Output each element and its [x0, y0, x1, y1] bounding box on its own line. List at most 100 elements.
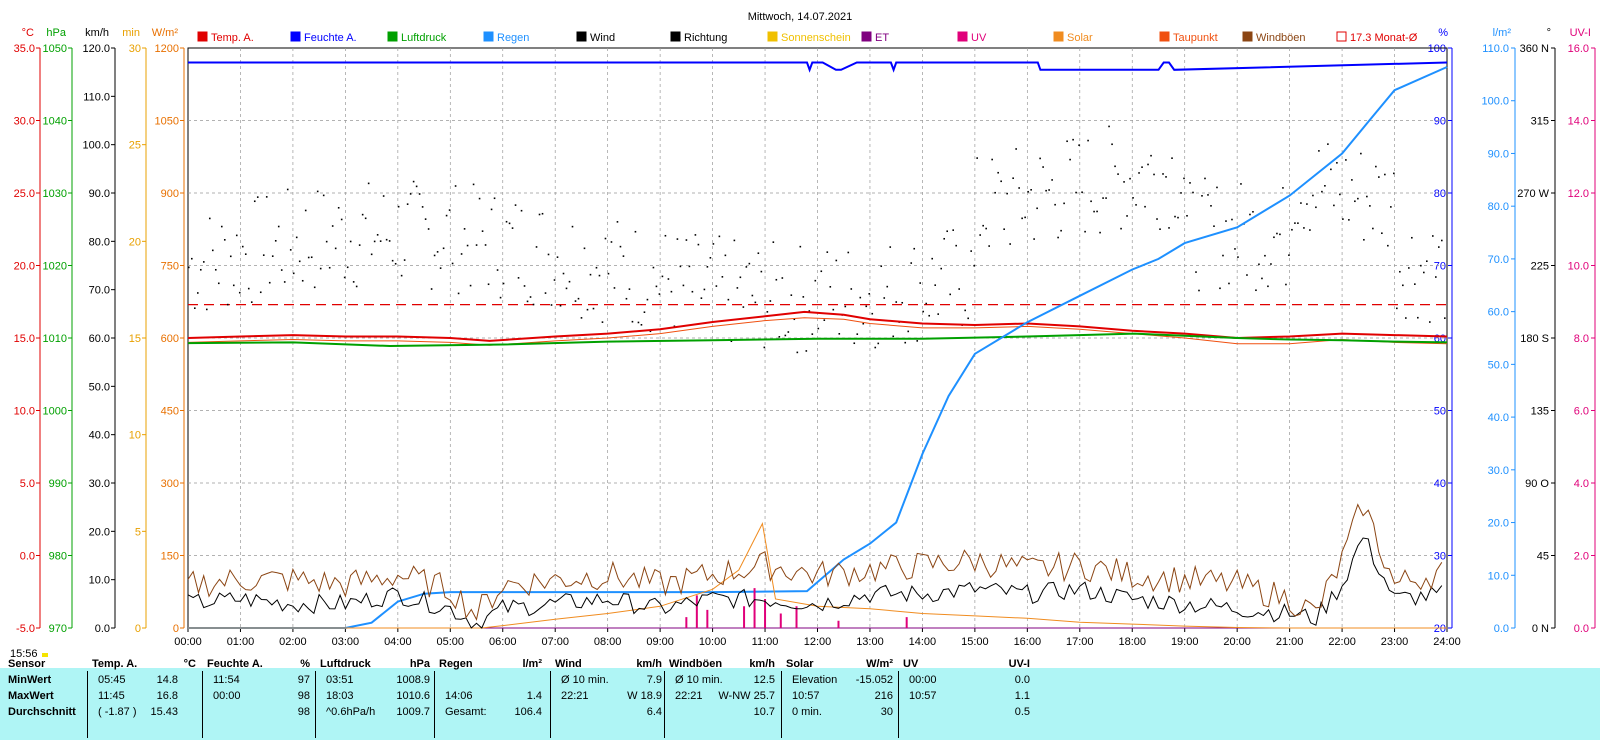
direction-point	[361, 213, 364, 216]
direction-point	[706, 266, 709, 268]
stats-value: 0.5	[1014, 706, 1030, 718]
left-axis-label: 25.0	[14, 188, 35, 200]
direction-point	[823, 319, 826, 321]
direction-point	[901, 301, 904, 304]
right-axis-label: 360 N	[1520, 43, 1549, 55]
series-luftdruck	[187, 332, 1448, 348]
left-axis-label: 1020	[43, 261, 67, 273]
stats-header: Wind	[555, 658, 582, 670]
direction-point	[1321, 190, 1323, 193]
direction-point	[1213, 225, 1215, 227]
direction-point	[865, 305, 868, 308]
x-tick-label: 03:00	[332, 636, 360, 648]
direction-point	[1039, 157, 1041, 160]
x-tick-label: 07:00	[541, 636, 569, 648]
direction-point	[763, 346, 766, 349]
direction-point	[1072, 138, 1074, 141]
direction-point	[1225, 220, 1227, 222]
direction-point	[1168, 227, 1170, 229]
direction-point	[619, 245, 622, 248]
direction-point	[991, 158, 993, 161]
direction-point	[334, 247, 337, 250]
direction-point	[1408, 267, 1410, 269]
stats-row-label: Durchschnitt	[8, 706, 76, 718]
right-axis-label: 90	[1434, 116, 1446, 128]
direction-point	[1012, 177, 1014, 180]
direction-point	[889, 246, 892, 248]
direction-point	[433, 254, 436, 257]
direction-point	[796, 351, 799, 354]
direction-point	[1102, 197, 1104, 199]
stats-separator	[202, 671, 203, 738]
direction-point	[331, 225, 334, 227]
right-axis-label: 90 O	[1525, 478, 1549, 490]
left-axis-label: 1050	[43, 43, 67, 55]
direction-point	[811, 333, 814, 335]
direction-point	[1228, 282, 1230, 285]
direction-point	[1264, 254, 1266, 257]
direction-point	[280, 269, 283, 271]
direction-point	[1381, 232, 1383, 235]
direction-point	[1363, 238, 1365, 241]
direction-point	[580, 317, 583, 319]
direction-point	[544, 292, 547, 294]
direction-point	[196, 292, 199, 294]
left-axis-label: 80.0	[89, 236, 110, 248]
left-axis-label: 750	[161, 261, 179, 273]
direction-point	[235, 234, 238, 237]
direction-point	[673, 325, 676, 328]
right-axis-label: 100	[1428, 43, 1446, 55]
direction-point	[349, 240, 352, 243]
right-axis-label: 40	[1434, 478, 1446, 490]
direction-point	[565, 287, 568, 290]
stats-unit: km/h	[749, 658, 775, 670]
left-axis-label: 990	[49, 478, 67, 490]
direction-point	[232, 284, 235, 287]
left-axis-label: 120.0	[82, 43, 110, 55]
left-axis-label: -5.0	[16, 623, 35, 635]
direction-point	[907, 330, 910, 333]
direction-point	[664, 234, 667, 237]
direction-point	[1078, 144, 1080, 147]
direction-point	[736, 287, 739, 289]
direction-point	[430, 288, 433, 290]
direction-point	[1291, 228, 1293, 231]
direction-point	[265, 196, 268, 198]
left-axis-label: 1000	[43, 406, 67, 418]
direction-point	[1240, 183, 1242, 185]
direction-point	[496, 269, 499, 271]
stats-header: Temp. A.	[92, 658, 138, 670]
direction-point	[1396, 307, 1398, 310]
right-axis-unit: l/m²	[1493, 27, 1512, 39]
direction-point	[877, 342, 880, 345]
direction-point	[751, 294, 754, 297]
left-axis-label: 0	[173, 623, 179, 635]
direction-point	[1330, 168, 1332, 171]
direction-point	[637, 321, 640, 324]
direction-point	[346, 266, 349, 269]
legend-label: Luftdruck	[401, 32, 447, 44]
direction-point	[1246, 274, 1248, 276]
direction-point	[1342, 218, 1344, 220]
stats-value: W-NW 25.7	[718, 690, 775, 702]
stats-value: 12.5	[753, 674, 775, 686]
direction-point	[205, 308, 208, 311]
right-axis-label: 315	[1531, 116, 1549, 128]
series-windb-en	[187, 503, 1443, 621]
stats-time: 11:45	[98, 690, 125, 702]
direction-point	[1210, 205, 1212, 207]
direction-point	[1162, 173, 1164, 175]
direction-point	[1261, 277, 1263, 280]
direction-point	[748, 262, 751, 265]
stats-value: W 18.9	[627, 690, 662, 702]
left-axis-label: 35.0	[14, 43, 35, 55]
direction-point	[958, 288, 960, 290]
direction-point	[886, 285, 889, 288]
direction-point	[298, 260, 301, 263]
direction-point	[964, 309, 966, 312]
right-axis-unit: %	[1438, 27, 1448, 39]
stats-separator	[315, 671, 316, 738]
left-axis-label: 5.0	[20, 478, 35, 490]
direction-point	[1060, 229, 1062, 232]
direction-point	[1201, 195, 1203, 197]
